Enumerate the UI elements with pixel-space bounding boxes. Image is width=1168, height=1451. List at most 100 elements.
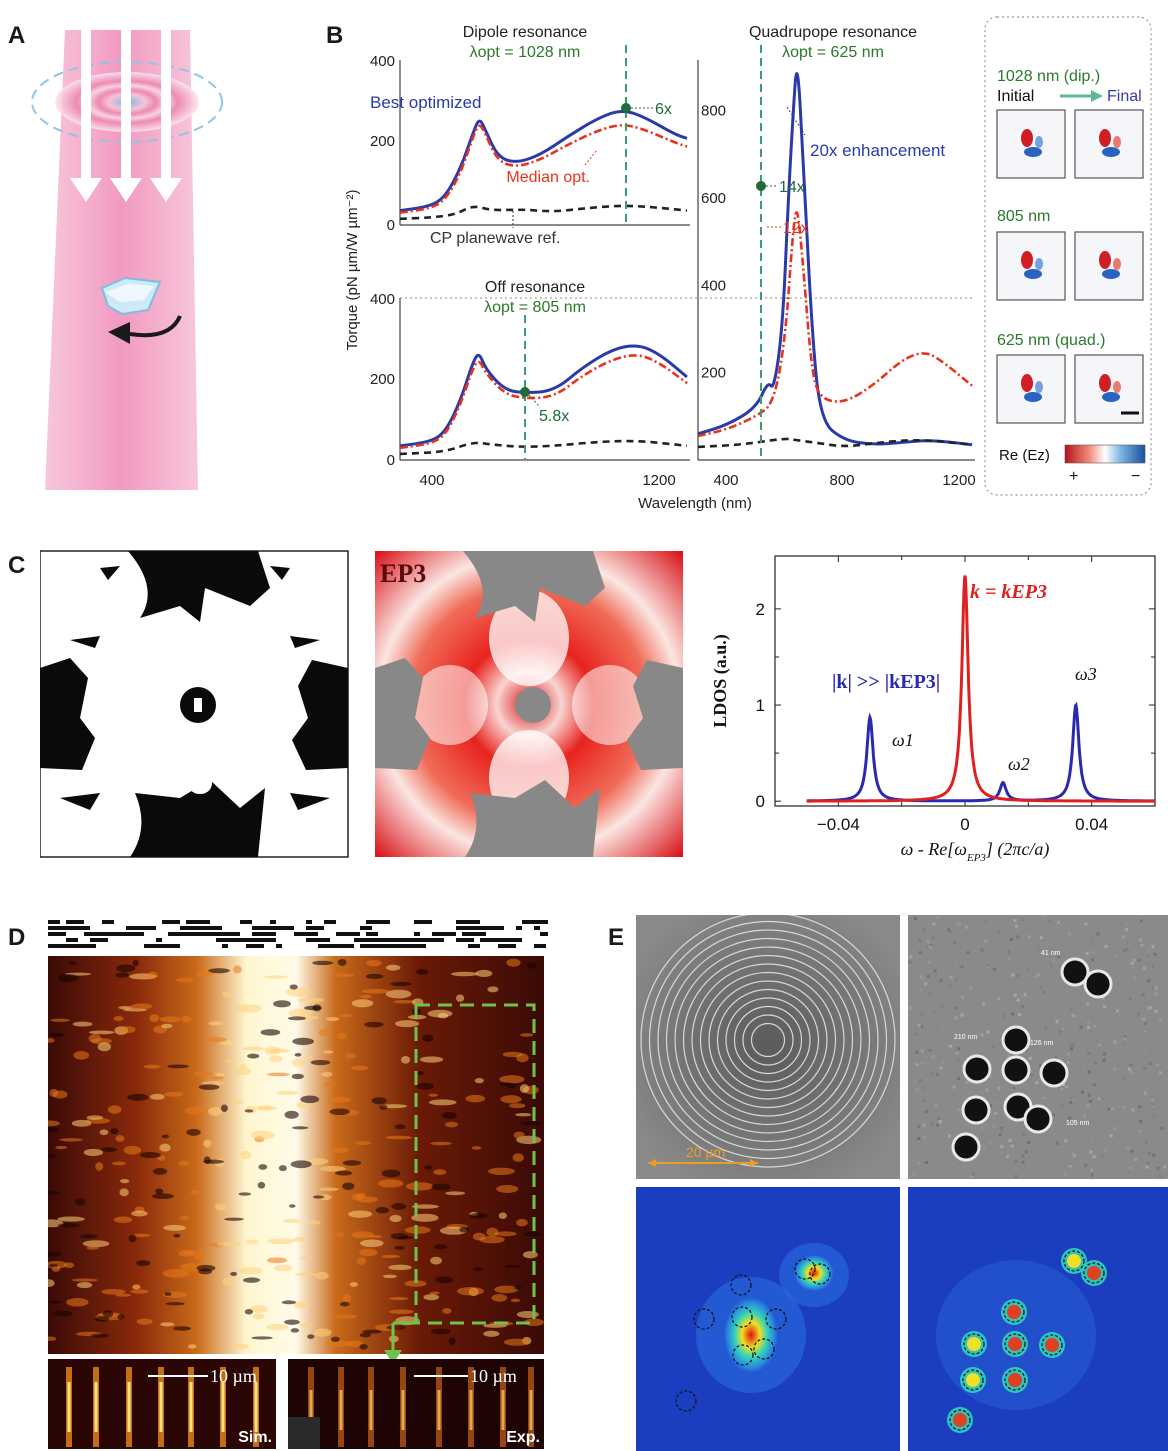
exp-label: Exp. — [506, 1429, 540, 1446]
marker-58x — [520, 387, 530, 397]
marker-6x — [621, 103, 631, 113]
colorbar-plus: + — [1069, 468, 1078, 485]
arrow-icons — [70, 30, 182, 202]
ldos-xtick-1: 0 — [960, 815, 969, 834]
b-quad-series-0 — [697, 72, 973, 447]
inset-quad-label: 625 nm (quad.) — [997, 332, 1106, 349]
speckle-field — [48, 956, 544, 1354]
colorbar-label: Re (Ez) — [999, 447, 1050, 464]
barcode-mask — [48, 920, 548, 948]
dim-105: 105 nm — [1066, 1120, 1090, 1127]
exp-panel: 10 µm Exp. — [288, 1359, 544, 1449]
annot-20x: 20x enhancement — [810, 141, 945, 160]
dim-126: 126 nm — [1030, 1040, 1054, 1047]
panel-c-figure: EP3 −0.04 0 0.04 0 1 2 ω - Re[ωEP3] (2πc/a) L… — [40, 550, 1156, 864]
ldos-ylabel: LDOS (a.u.) — [710, 634, 731, 728]
inset-box — [984, 16, 1152, 496]
omega2-label: ω2 — [1008, 754, 1030, 774]
b-quad-series-2 — [697, 437, 973, 449]
annot-14x: 14x — [779, 179, 805, 196]
initial-final-arrow-icon — [1091, 90, 1103, 102]
sem-scale: 20 µm — [686, 1144, 725, 1160]
ldos-xtick-0: −0.04 — [817, 815, 860, 834]
b-off-series-1 — [399, 354, 688, 450]
b-dipole-series-1 — [399, 124, 688, 214]
dipole-title: Dipole resonance — [463, 24, 588, 41]
colorbar — [1064, 444, 1146, 464]
exp-scale: 10 µm — [470, 1366, 517, 1386]
inset-dip-label: 1028 nm (dip.) — [997, 68, 1100, 85]
torque-spectra-figure: Dipole resonance λopt = 1028 nm Quadrupo… — [344, 16, 1152, 512]
focus-ring-dashed — [31, 61, 223, 143]
x-axis-label: Wavelength (nm) — [638, 495, 752, 512]
annot-58x: 5.8x — [539, 408, 569, 425]
b-dipole-series-0 — [399, 109, 688, 213]
sem-holes-image: 41 nm 126 nm 210 nm 105 nm — [908, 915, 1168, 1179]
quad-lambda: λopt = 625 nm — [782, 44, 884, 61]
k-far-label: |k| >> |kEP3| — [832, 671, 940, 693]
dim-41: 41 nm — [1041, 950, 1061, 957]
tick-dip-y400: 400 — [370, 53, 395, 70]
ldos-ytick-1: 1 — [756, 696, 765, 715]
tick-off-x1200: 1200 — [642, 472, 675, 489]
panel-label-b: B — [326, 22, 344, 49]
panel-label-d: D — [8, 924, 26, 951]
panel-d-figure: 10 µm Sim. 10 µm Exp. — [48, 920, 548, 1449]
annot-6x: 6x — [655, 101, 672, 118]
sim-panel: 10 µm Sim. — [48, 1359, 276, 1449]
ldos-ytick-0: 0 — [756, 792, 765, 811]
panel-label-e: E — [608, 924, 625, 951]
sim-scale: 10 µm — [210, 1366, 257, 1386]
off-lambda: λopt = 805 nm — [484, 299, 586, 316]
inset-off-label: 805 nm — [997, 208, 1050, 225]
b-quad-series-1 — [697, 211, 973, 438]
tick-off-y200: 200 — [370, 371, 395, 388]
inset-final: Final — [1107, 88, 1142, 105]
ldos-xlabel: ω - Re[ωEP3] (2πc/a) — [901, 839, 1050, 864]
marker-14x — [756, 181, 766, 191]
panel-label-a: A — [8, 22, 26, 49]
b-curves — [399, 72, 973, 456]
legend-ref: CP planewave ref. — [430, 230, 560, 247]
ldos-series-0 — [806, 701, 1155, 803]
field-maps — [996, 109, 1144, 424]
dim-210: 210 nm — [954, 1034, 978, 1041]
panel-e-figure: 20 µm 41 nm 126 nm 210 nm 105 nm — [636, 915, 1168, 1451]
beam-illustration — [31, 30, 223, 490]
b-dipole-series-2 — [399, 204, 688, 221]
sim-label: Sim. — [238, 1429, 272, 1446]
tick-quad-y800: 800 — [701, 103, 726, 120]
zoom-box — [414, 1003, 536, 1325]
rotation-arrow-icon — [129, 315, 182, 338]
tick-quad-x800: 800 — [829, 472, 854, 489]
tick-off-y400: 400 — [370, 291, 395, 308]
k-eq-label: k = kEP3 — [970, 581, 1047, 603]
legend-median: Median opt. — [506, 169, 590, 186]
omega3-label: ω3 — [1075, 664, 1097, 684]
off-title: Off resonance — [485, 279, 585, 296]
ep3-field-map: EP3 — [375, 551, 683, 857]
quad-title: Quadrupope resonance — [749, 24, 917, 41]
binary-pattern — [40, 550, 349, 858]
tick-dip-y0: 0 — [387, 217, 395, 234]
ldos-chart: −0.04 0 0.04 0 1 2 ω - Re[ωEP3] (2πc/a) LDOS … — [710, 555, 1156, 864]
tick-quad-y600: 600 — [701, 190, 726, 207]
tick-quad-x400: 400 — [713, 472, 738, 489]
panel-label-c: C — [8, 552, 26, 579]
tick-off-x400: 400 — [419, 472, 444, 489]
ldos-series-1 — [806, 575, 1155, 803]
tick-quad-x1200: 1200 — [942, 472, 975, 489]
tick-dip-y200: 200 — [370, 133, 395, 150]
intensity-map-2 — [908, 1187, 1168, 1451]
intensity-map-1 — [636, 1187, 900, 1451]
b-off-series-0 — [399, 344, 688, 448]
inset-initial: Initial — [997, 88, 1034, 105]
dipole-lambda: λopt = 1028 nm — [470, 44, 581, 61]
field-map-0-0 — [996, 109, 1066, 179]
tick-quad-y200: 200 — [701, 365, 726, 382]
ep3-label: EP3 — [380, 559, 426, 588]
omega1-label: ω1 — [892, 730, 914, 750]
legend-best: Best optimized — [370, 93, 482, 112]
y-axis-label: Torque (pN µm/W µm⁻²) — [344, 189, 361, 350]
tick-off-y0: 0 — [387, 452, 395, 469]
